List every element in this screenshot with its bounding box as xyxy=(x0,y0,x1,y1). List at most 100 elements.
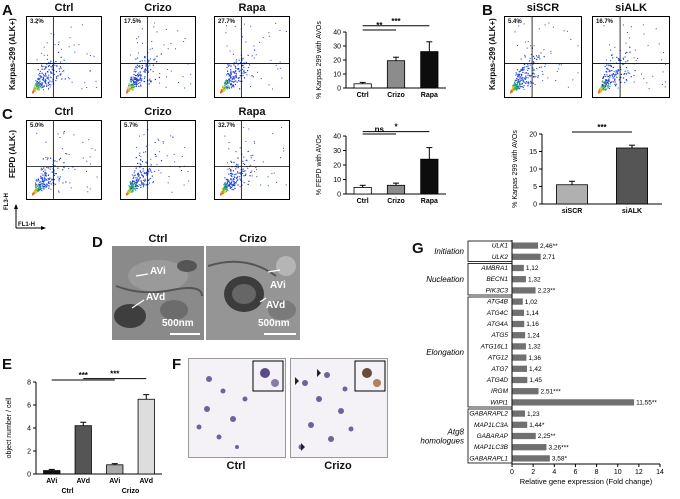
gene-label: AMBRA1 xyxy=(480,265,508,272)
group-box xyxy=(467,408,513,464)
panel-label-c: C xyxy=(2,106,13,123)
y-tick-label: 4 xyxy=(27,426,31,433)
group-label: Crizo xyxy=(122,488,140,495)
flow-plot-c1 xyxy=(26,120,102,200)
gene-label: MAP1LC3A xyxy=(474,422,508,429)
flow-b1-title: siSCR xyxy=(526,2,560,14)
x-tick-label: 6 xyxy=(573,469,577,476)
flow-c3-percent: 32.7% xyxy=(218,123,236,129)
y-tick-label: 10 xyxy=(333,72,341,79)
bar-chart-e: 0 2 4 6 8 object number / cell AVi AVd AVi AVd Ctr… xyxy=(6,370,162,495)
flow-a3-title: Rapa xyxy=(238,2,266,14)
x-tick-label: 14 xyxy=(656,469,664,476)
stain-image-ctrl xyxy=(188,358,286,458)
flow-a3-percent: 27.7% xyxy=(218,19,236,25)
axis-legend-y-arrow xyxy=(14,204,18,209)
x-tick-label: Crizo xyxy=(387,92,405,99)
value-label: 3,26*** xyxy=(548,444,569,451)
value-label: 1,24 xyxy=(527,332,540,339)
value-label: 1,12 xyxy=(526,265,539,272)
group-box xyxy=(467,262,513,296)
em-crizo-avi-label: AVi xyxy=(270,280,286,291)
flow-a2-percent: 17.5% xyxy=(124,19,142,25)
y-tick-label: 0 xyxy=(533,202,537,209)
gene-label: GABARAP xyxy=(477,433,509,440)
flow-plot-a2 xyxy=(120,16,196,98)
panel-label-d: D xyxy=(92,234,103,251)
significance-label: ns xyxy=(375,125,385,134)
value-label: 2,51*** xyxy=(541,388,562,395)
y-tick-label: 20 xyxy=(529,132,537,139)
x-tick-label: Ctrl xyxy=(357,92,369,99)
group-label: Elongation xyxy=(426,348,464,357)
x-tick-label: 0 xyxy=(510,469,514,476)
value-label: 1,36 xyxy=(528,355,541,362)
bar xyxy=(420,158,439,195)
group-box xyxy=(467,296,513,408)
value-label: 2,46** xyxy=(540,243,558,250)
y-tick-label: 8 xyxy=(27,380,31,387)
significance-label: *** xyxy=(79,371,89,380)
bar xyxy=(420,51,439,89)
gene-label: BECN1 xyxy=(486,276,508,283)
x-tick-label: Rapa xyxy=(421,92,438,99)
panel-c-ylabel: FEPD (ALK-) xyxy=(8,130,17,178)
bar xyxy=(386,184,406,195)
gene-label: ATG4C xyxy=(486,310,508,317)
flow-dots xyxy=(220,126,287,196)
flow-plot-b2 xyxy=(592,16,670,98)
bar xyxy=(512,343,526,350)
bar xyxy=(74,425,92,475)
y-tick-label: 5 xyxy=(533,184,537,191)
bar xyxy=(512,421,528,428)
flow-dots xyxy=(598,24,667,94)
x-tick-label: 10 xyxy=(614,469,622,476)
bar xyxy=(512,455,550,462)
stain-crizo-title: Crizo xyxy=(324,460,352,472)
gene-label: ATG7 xyxy=(491,366,509,373)
panel-label-f: F xyxy=(172,356,182,373)
bar xyxy=(512,432,536,440)
em-ctrl-scale: 500nm xyxy=(162,318,194,329)
bar xyxy=(512,253,541,260)
axis-legend-x-text: FL1-H xyxy=(18,222,35,228)
value-label: 11,55** xyxy=(636,400,657,407)
x-tick-label: siSCR xyxy=(562,208,583,215)
flow-c1-percent: 5.0% xyxy=(30,123,44,129)
y-tick-label: 20 xyxy=(333,163,341,170)
flow-b2-title: siALK xyxy=(615,2,647,14)
x-axis-label: Relative gene expression (Fold change) xyxy=(520,477,653,486)
x-tick-label: Rapa xyxy=(421,198,438,205)
x-tick-label: Ctrl xyxy=(357,198,369,205)
axis-legend-x-arrow xyxy=(41,226,46,230)
flow-dots xyxy=(126,22,192,94)
gene-label: GABARAPL1 xyxy=(469,455,508,462)
x-tick-label: 8 xyxy=(595,469,599,476)
em-image-crizo: AVi AVd 500nm xyxy=(206,246,300,340)
gene-label: PIK3C3 xyxy=(486,287,509,294)
gene-label: ATG16L1 xyxy=(480,343,509,350)
x-tick-label: siALK xyxy=(622,208,642,215)
bar xyxy=(512,399,635,406)
group-box xyxy=(467,240,513,262)
flow-c2-percent: 5.7% xyxy=(124,123,138,129)
flow-c3-title: Rapa xyxy=(238,106,266,118)
em-ctrl-avd-label: AVd xyxy=(146,292,166,303)
flow-frame xyxy=(26,16,102,98)
bar xyxy=(556,184,589,205)
bar xyxy=(512,365,528,372)
flow-plot-a1 xyxy=(26,16,102,98)
panel-label-a: A xyxy=(2,2,13,19)
significance-label: * xyxy=(394,123,398,132)
y-tick-label: 15 xyxy=(529,149,537,156)
panel-label-b: B xyxy=(482,2,493,19)
significance-label: *** xyxy=(597,123,607,132)
significance-label: *** xyxy=(391,17,401,26)
x-tick-label: 2 xyxy=(531,469,535,476)
value-label: 2,71 xyxy=(543,254,556,261)
flow-dots xyxy=(220,22,287,94)
y-tick-label: 20 xyxy=(333,58,341,65)
flow-dots xyxy=(32,130,98,196)
bar xyxy=(512,388,539,395)
